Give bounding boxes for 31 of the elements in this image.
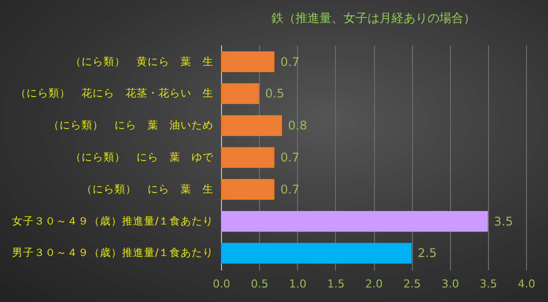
bar [221, 179, 274, 200]
x-tick-label: 2.0 [365, 278, 383, 290]
data-label: 2.5 [418, 246, 437, 260]
y-tick-label: （にら類） にら 葉 生 [82, 182, 214, 196]
data-label: 0.5 [265, 86, 284, 101]
x-tick-label: 3.5 [480, 278, 498, 290]
bar [221, 242, 412, 264]
chart-title: 鉄（推進量、女子は月経ありの場合） [272, 11, 476, 25]
x-tick-label: 4.0 [518, 278, 536, 290]
data-label: 0.8 [288, 118, 308, 133]
y-tick-label: （にら類） 花にら 花茎・花らい 生 [16, 86, 214, 100]
x-tick-label: 2.5 [403, 278, 421, 290]
x-tick-label: 3.0 [442, 278, 459, 290]
x-tick-label: 1.0 [289, 278, 306, 290]
y-tick-label: 男子３０～４９（歳）推進量/１食あたり [12, 246, 214, 260]
bar [221, 210, 488, 232]
y-tick-label: （にら類） にら 葉 ゆで [70, 150, 214, 164]
bar [221, 147, 274, 168]
x-tick-label: 0.5 [250, 278, 268, 290]
bar [221, 115, 282, 136]
bar [221, 51, 274, 72]
data-label: 0.7 [280, 54, 300, 69]
y-tick-label: （にら類） 黄にら 葉 生 [70, 54, 214, 68]
y-tick-label: （にら類） にら 葉 油いため [48, 118, 214, 132]
x-tick-label: 0.0 [212, 278, 230, 290]
data-label: 0.7 [280, 150, 300, 164]
data-label: 0.7 [280, 182, 300, 196]
bar [221, 83, 260, 104]
x-tick-label: 1.5 [327, 278, 345, 290]
data-label: 3.5 [494, 214, 513, 228]
y-tick-label: 女子３０～４９（歳）推進量/１食あたり [12, 214, 214, 228]
